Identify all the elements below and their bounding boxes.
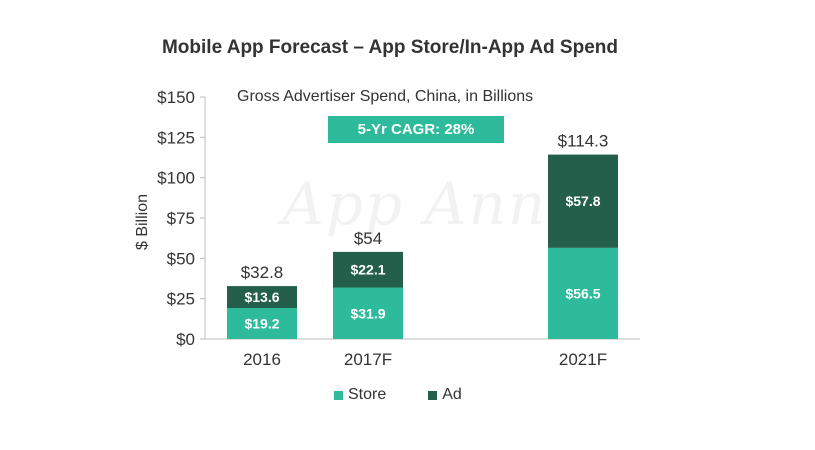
y-tick-label: $100 <box>157 169 195 188</box>
x-tick-label: 2017F <box>344 350 392 369</box>
y-tick-label: $50 <box>167 249 195 268</box>
chart-title: Mobile App Forecast – App Store/In-App A… <box>161 37 618 58</box>
chart-subtitle: Gross Advertiser Spend, China, in Billio… <box>237 88 534 105</box>
bar-segment-ad <box>333 251 403 288</box>
data-label-ad: $22.1 <box>350 262 385 278</box>
total-label: $114.3 <box>558 132 609 151</box>
y-tick-label: $125 <box>157 128 195 147</box>
total-label: $32.8 <box>241 263 284 282</box>
x-tick-label: 2021F <box>559 350 607 369</box>
cagr-annotation: 5-Yr CAGR: 28% <box>328 116 504 143</box>
bar-segment-store <box>548 247 618 339</box>
legend-label-store: Store <box>348 386 387 403</box>
bar-segment-store <box>333 287 403 339</box>
y-tick-label: $75 <box>167 209 195 228</box>
total-label: $54 <box>354 229 382 248</box>
data-label-store: $19.2 <box>244 316 279 332</box>
legend-swatch-ad <box>428 390 438 400</box>
bar-segment-store <box>227 308 297 339</box>
y-tick-label: $0 <box>176 330 195 349</box>
legend: Store Ad <box>334 386 462 404</box>
bar-segment-ad <box>548 154 618 248</box>
data-label-ad: $13.6 <box>244 289 279 305</box>
legend-item-ad: Ad <box>428 386 462 404</box>
data-label-ad: $57.8 <box>565 193 600 209</box>
legend-item-store: Store <box>334 386 386 404</box>
data-label-store: $56.5 <box>565 285 600 301</box>
y-axis-label: $ Billion <box>134 194 151 250</box>
bars <box>227 154 618 339</box>
y-tick-label: $150 <box>157 88 195 107</box>
y-tick-label: $25 <box>167 290 195 309</box>
x-tick-label: 2016 <box>243 350 281 369</box>
legend-label-ad: Ad <box>442 386 462 403</box>
labels: $19.2 $13.6 $32.8 $31.9 $22.1 $54 $56.5 $57.8 $1… <box>241 132 609 332</box>
data-label-store: $31.9 <box>350 305 385 321</box>
legend-swatch-store <box>334 390 343 400</box>
bar-segment-ad <box>227 286 297 309</box>
axes: $0 $25 $50 $75 $100 $125 $150 $ Billion 2016 2017… <box>134 88 640 369</box>
